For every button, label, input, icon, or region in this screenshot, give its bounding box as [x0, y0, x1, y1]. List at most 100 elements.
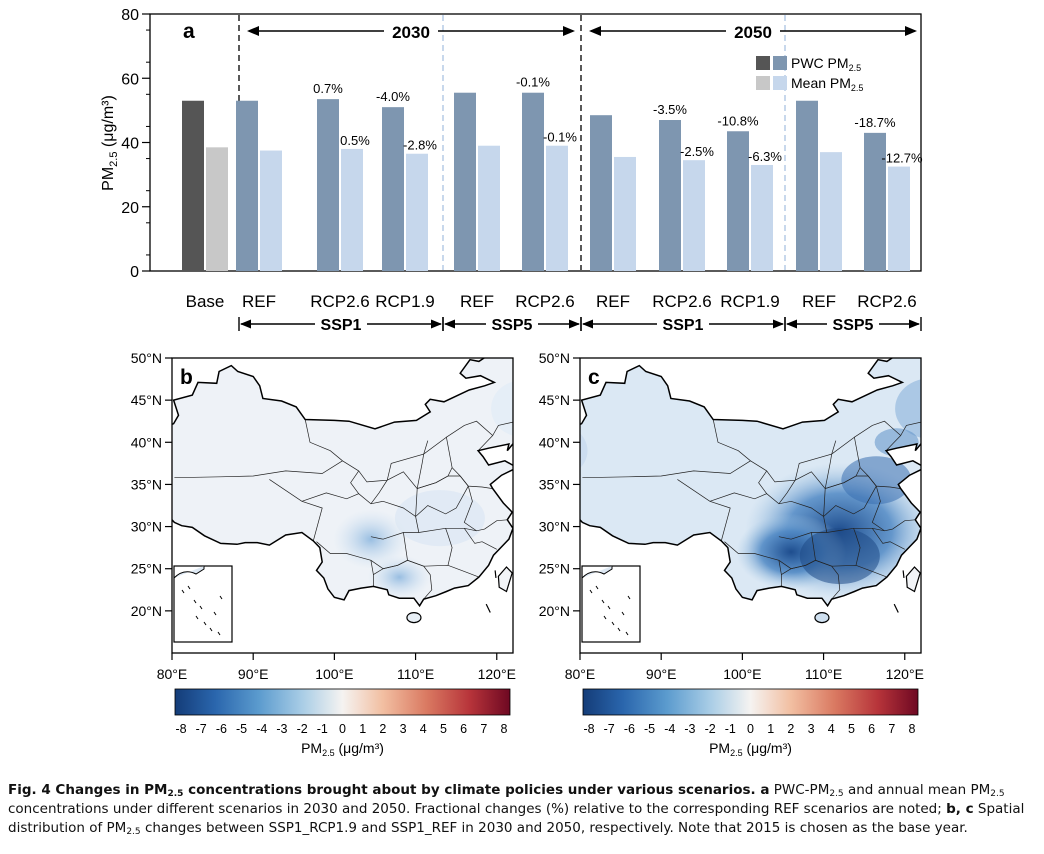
inset-coast [581, 566, 613, 579]
province-border [582, 460, 751, 479]
period-label-bg [384, 20, 438, 42]
colorbar-tick-label: 1 [359, 722, 366, 736]
x-tick-label: 80°E [565, 666, 596, 682]
field-blob [895, 378, 921, 439]
map-frame [579, 357, 922, 654]
group-label-bg [315, 314, 367, 334]
field-blob [874, 428, 919, 457]
bar-mean [820, 152, 842, 271]
category-label: RCP2.6 [310, 292, 370, 311]
category-label: REF [242, 292, 276, 311]
province-border [373, 559, 433, 600]
y-tick-label: 35°N [539, 476, 570, 492]
inset-dash [199, 605, 203, 610]
colorbar-tick-label: 2 [787, 722, 794, 736]
data-label-mean: -0.1% [543, 130, 577, 145]
data-label-pwc: -3.5% [653, 102, 687, 117]
data-label-pwc: 0.7% [313, 81, 343, 96]
bar-pwc [317, 99, 339, 271]
group-label-bg [486, 314, 538, 334]
group-label-bg [657, 314, 709, 334]
bar-pwc [182, 100, 204, 271]
category-label: Base [186, 292, 225, 311]
bar-chart-panel: a 0 20 40 60 80 2030 2050 Base REF RCP2.6 0.7% 0.5… [100, 7, 923, 334]
field-blob [332, 509, 409, 570]
colorbar-tick-label: 8 [501, 722, 508, 736]
inset-dash [187, 585, 191, 590]
bar-mean [614, 156, 636, 271]
bar-mean [341, 148, 363, 271]
hainan-island [814, 611, 830, 624]
field-blob [491, 380, 513, 437]
south-china-sea-inset [581, 565, 641, 643]
inset-dash [213, 611, 217, 616]
category-label: RCP2.6 [857, 292, 917, 311]
inset-dash [601, 599, 605, 604]
inset-dash [617, 627, 621, 632]
inset-dash [621, 611, 625, 616]
inset-dash [193, 599, 197, 604]
legend-swatch [756, 56, 770, 70]
y-tick-label: 60 [121, 71, 139, 88]
colorbar-tick-label: -2 [297, 722, 308, 736]
colorbar-tick-label: 3 [400, 722, 407, 736]
category-label: REF [460, 292, 494, 311]
field-blob [799, 528, 880, 585]
period-arrow-head-left [589, 26, 601, 36]
province-border [778, 471, 826, 517]
legend-label: PWC PM2.5 [791, 55, 861, 73]
field-blob [367, 555, 432, 600]
group-arrow-head [431, 319, 442, 329]
group-arrow-head [444, 319, 455, 329]
bar-pwc [522, 92, 544, 271]
colorbar-label: PM2.5 (μg/m³) [301, 740, 384, 758]
y-tick-label: 20 [121, 200, 139, 217]
bar-pwc [727, 131, 749, 271]
colorbar-tick-label: -3 [276, 722, 287, 736]
category-label: REF [596, 292, 630, 311]
category-label: RCP1.9 [720, 292, 780, 311]
province-border [350, 470, 359, 494]
bar-pwc [454, 92, 476, 271]
x-tick-label: 100°E [723, 666, 761, 682]
colorbar-tick-label: 7 [888, 722, 895, 736]
colorbar-tick-label: -8 [583, 722, 594, 736]
y-tick-label: 50°N [131, 350, 162, 366]
hainan-island [406, 611, 422, 624]
colorbar-tick-label: 4 [828, 722, 835, 736]
data-label-mean: -12.7% [881, 151, 923, 166]
legend-label: Mean PM2.5 [791, 75, 863, 93]
field-blob [841, 456, 912, 505]
colorbar-tick-label: -3 [684, 722, 695, 736]
colorbar-tick-label: 8 [909, 722, 916, 736]
x-tick-label: 100°E [315, 666, 353, 682]
y-tick-label: 40 [121, 136, 139, 153]
colorbar-tick-label: -1 [317, 722, 328, 736]
inset-dash [603, 615, 607, 620]
colorbar-tick-label: 7 [480, 722, 487, 736]
inset-dash [209, 627, 213, 632]
inset-dash [611, 621, 615, 626]
colorbar-tick-label: -4 [664, 722, 675, 736]
category-label: REF [802, 292, 836, 311]
period-label-bg [726, 20, 780, 42]
colorbar-tick-label: -5 [644, 722, 655, 736]
taiwan-island [497, 566, 513, 593]
province-border [445, 528, 453, 566]
group-arrow-head [569, 319, 580, 329]
inset-coast [173, 566, 205, 579]
bar-mean [888, 166, 910, 271]
bar-mean [478, 145, 500, 271]
y-tick-label: 45°N [539, 392, 570, 408]
colorbar-tick-label: -5 [236, 722, 247, 736]
period-arrow-head-right [905, 26, 917, 36]
province-border [492, 421, 513, 436]
china-border [580, 358, 921, 608]
colorbar [582, 688, 919, 716]
y-tick-label: 45°N [131, 392, 162, 408]
x-tick-label: 80°E [157, 666, 188, 682]
south-china-sea-inset [173, 565, 233, 643]
data-label-mean: -6.3% [748, 149, 782, 164]
group-label: SSP1 [321, 317, 362, 334]
